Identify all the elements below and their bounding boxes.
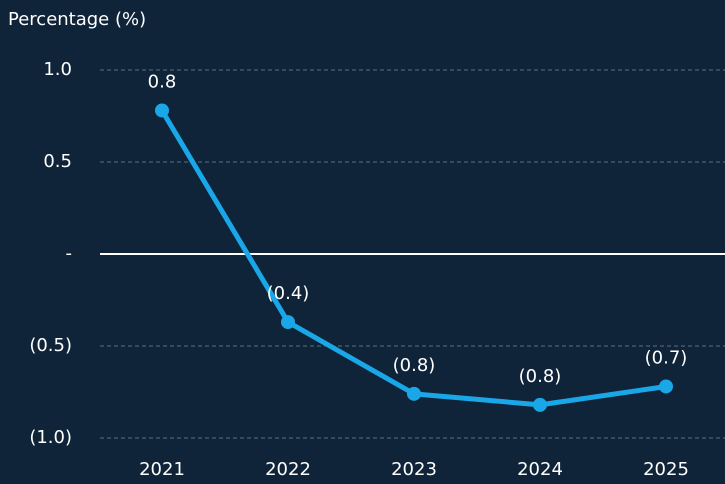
- y-axis-label: Percentage (%): [8, 9, 146, 30]
- point: [155, 103, 169, 118]
- x-tick-label: 2022: [265, 459, 311, 480]
- x-tick-label: 2021: [139, 459, 185, 480]
- x-tick-label: 2023: [391, 459, 437, 480]
- y-tick-label: -: [66, 243, 73, 264]
- data-label: (0.8): [519, 366, 562, 387]
- point: [659, 379, 673, 394]
- x-tick-label: 2024: [517, 459, 563, 480]
- data-label: (0.4): [267, 283, 310, 304]
- x-tick-label: 2025: [643, 459, 689, 480]
- data-label: (0.8): [393, 355, 436, 376]
- y-tick-label: (1.0): [29, 427, 72, 448]
- y-tick-label: (0.5): [29, 335, 72, 356]
- point: [533, 397, 547, 412]
- point: [281, 315, 295, 330]
- data-label: (0.7): [645, 347, 688, 368]
- point: [407, 386, 421, 401]
- y-tick-label: 0.5: [43, 151, 72, 172]
- y-tick-label: 1.0: [43, 59, 72, 80]
- data-label: 0.8: [148, 71, 177, 92]
